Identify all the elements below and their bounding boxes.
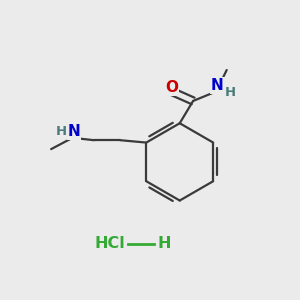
Text: H: H (56, 125, 67, 138)
Text: O: O (165, 80, 178, 95)
Text: H: H (225, 86, 236, 99)
Text: N: N (211, 78, 224, 93)
Text: H: H (158, 236, 171, 251)
Text: N: N (68, 124, 80, 140)
Text: HCl: HCl (95, 236, 126, 251)
